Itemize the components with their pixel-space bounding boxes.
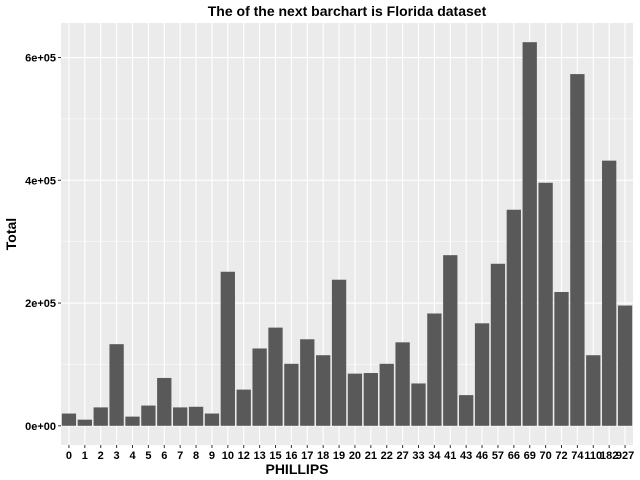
bar-46 — [474, 323, 490, 426]
bar-18 — [316, 355, 331, 426]
bar-2 — [93, 407, 108, 426]
x-tick-label: 21 — [365, 450, 377, 462]
bar-21 — [363, 373, 378, 426]
bar-12 — [236, 389, 251, 426]
y-tick-label: 2e+05 — [25, 298, 56, 310]
x-tick-label: 27 — [396, 450, 408, 462]
y-tick-label: 6e+05 — [25, 53, 56, 65]
x-tick-label: 10 — [222, 450, 234, 462]
bar-13 — [252, 348, 267, 426]
bar-72 — [554, 292, 569, 426]
x-tick-label: 4 — [129, 450, 136, 462]
x-tick-label: 34 — [428, 450, 441, 462]
x-tick-label: 46 — [476, 450, 488, 462]
x-tick-label: 69 — [524, 450, 536, 462]
bar-20 — [347, 373, 363, 426]
bar-15 — [268, 327, 283, 426]
y-axis-title: Total — [3, 218, 19, 250]
x-tick-label: 74 — [571, 450, 584, 462]
bar-6 — [157, 377, 172, 426]
x-tick-label: 43 — [460, 450, 472, 462]
bar-22 — [379, 363, 394, 426]
x-tick-label: 22 — [381, 450, 393, 462]
bar-57 — [490, 263, 506, 426]
bar-69 — [522, 42, 537, 426]
bar-1 — [77, 419, 92, 426]
x-tick-label: 12 — [238, 450, 250, 462]
x-tick-label: 33 — [412, 450, 424, 462]
bar-110 — [586, 355, 601, 426]
bar-8 — [188, 406, 204, 426]
x-tick-label: 9 — [209, 450, 215, 462]
bar-19 — [331, 279, 347, 426]
x-tick-label: 17 — [301, 450, 313, 462]
x-tick-label: 182 — [600, 450, 618, 462]
x-tick-label: 70 — [539, 450, 551, 462]
bar-7 — [173, 407, 188, 426]
x-axis-title: PHILLIPS — [265, 461, 328, 477]
x-tick-label: 57 — [492, 450, 504, 462]
x-tick-label: 1 — [82, 450, 88, 462]
x-tick-label: 41 — [444, 450, 456, 462]
bar-70 — [538, 182, 553, 426]
x-tick-label: 7 — [177, 450, 183, 462]
x-tick-label: 13 — [253, 450, 265, 462]
bar-43 — [459, 395, 474, 426]
x-tick-label: 927 — [616, 450, 634, 462]
bar-5 — [141, 405, 156, 426]
x-tick-label: 6 — [161, 450, 167, 462]
bar-74 — [570, 74, 585, 426]
x-tick-label: 0 — [66, 450, 72, 462]
bar-66 — [506, 209, 521, 426]
y-tick-label: 4e+05 — [25, 175, 56, 187]
x-tick-label: 5 — [145, 450, 151, 462]
x-tick-label: 8 — [193, 450, 199, 462]
bar-0 — [61, 413, 77, 426]
x-tick-label: 18 — [317, 450, 329, 462]
bar-927 — [617, 305, 633, 426]
x-tick-label: 20 — [349, 450, 361, 462]
x-tick-label: 110 — [584, 450, 602, 462]
bar-182 — [602, 160, 617, 426]
bar-16 — [284, 363, 299, 426]
bars — [61, 42, 633, 426]
bar-10 — [220, 271, 235, 426]
bar-41 — [443, 255, 458, 426]
bar-33 — [411, 383, 426, 426]
x-tick-label: 19 — [333, 450, 345, 462]
bar-4 — [125, 416, 140, 426]
bar-17 — [300, 339, 315, 426]
bar-3 — [109, 344, 124, 426]
x-tick-label: 3 — [114, 450, 120, 462]
x-axis: 0 1 2 3 4 5 6 7 8 9 10 12 13 15 16 17 18 19 20 21 22 27 33 34 41… — [66, 445, 634, 462]
x-tick-label: 16 — [285, 450, 297, 462]
bar-34 — [427, 313, 442, 426]
bar-27 — [395, 342, 410, 426]
x-tick-label: 15 — [269, 450, 281, 462]
x-tick-label: 72 — [555, 450, 567, 462]
y-axis: 0e+00 2e+05 4e+05 6e+05 — [25, 53, 61, 433]
y-tick-label: 0e+00 — [25, 421, 56, 433]
bar-9 — [204, 413, 220, 426]
x-tick-label: 66 — [508, 450, 520, 462]
plot-panel — [61, 23, 633, 445]
x-tick-label: 2 — [98, 450, 104, 462]
chart-title: The of the next barchart is Florida data… — [208, 3, 487, 19]
